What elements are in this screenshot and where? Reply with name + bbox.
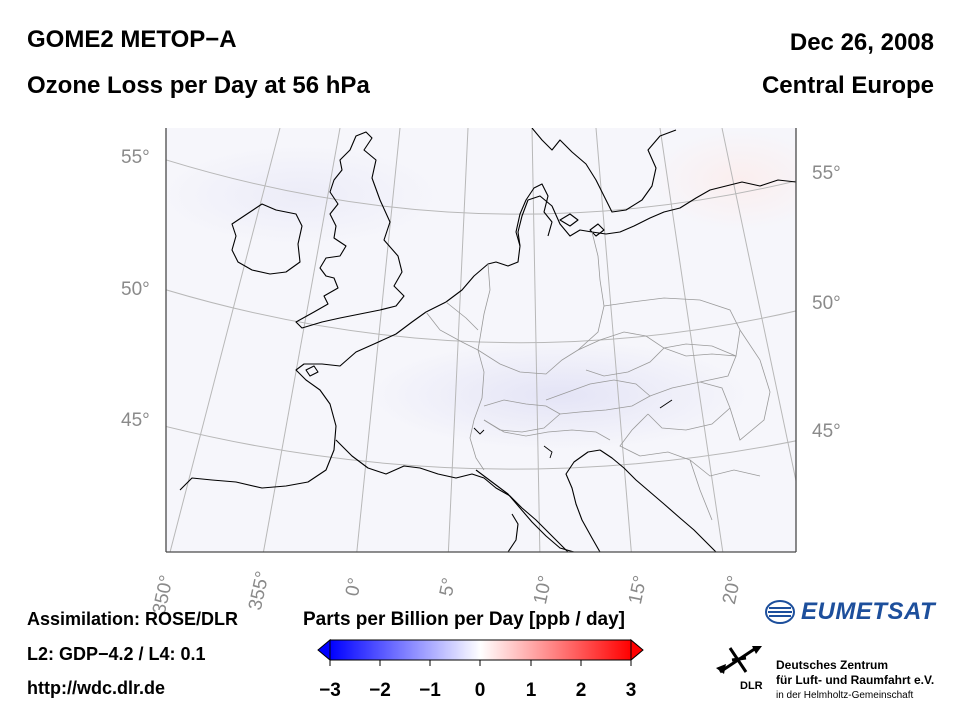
colorbar-tick-label: 1 — [525, 680, 537, 701]
colorbar-min-arrow — [317, 638, 331, 662]
map-field — [166, 128, 796, 552]
lon-line-5 — [447, 128, 469, 552]
lat-line-55 — [166, 159, 796, 215]
lat-label-left-45: 45° — [121, 410, 150, 431]
ozone-gain-area — [650, 130, 796, 230]
levels-label: L2: GDP−4.2 / L4: 0.1 — [27, 644, 206, 664]
eumetsat-swoosh-icon — [765, 600, 795, 624]
lon-line-355 — [262, 128, 341, 552]
lat-label-right-55: 55° — [812, 163, 841, 184]
colorbar-tick-label: 0 — [474, 680, 486, 701]
eumetsat-logo: EUMETSAT — [765, 598, 935, 626]
lat-label-left-50: 50° — [121, 279, 150, 300]
lat-label-left-55: 55° — [121, 147, 150, 168]
colorbar-tick-label: −2 — [369, 680, 391, 701]
lakes — [473, 399, 673, 459]
lon-line-20 — [659, 128, 724, 552]
lon-line-25 — [721, 128, 796, 484]
channel-islands — [305, 365, 319, 377]
scandinavia-coast — [531, 128, 677, 213]
lat-label-right-50: 50° — [812, 293, 841, 314]
border-poland — [603, 297, 741, 357]
border-italy — [483, 419, 611, 441]
lon-label-0: 0° — [342, 576, 367, 599]
dlr-line-1: Deutsches Zentrum — [776, 658, 889, 672]
lake-geneva — [473, 427, 485, 435]
great-britain-coast — [295, 131, 405, 329]
border-ukraine — [729, 329, 771, 441]
latitude-lines — [166, 159, 796, 470]
colorbar — [317, 638, 644, 666]
border-austria — [545, 379, 651, 415]
colorbar-gradient — [329, 639, 632, 661]
dlr-emblem-icon — [716, 646, 762, 674]
dlr-line-2: für Luft- und Raumfahrt e.V. — [776, 673, 935, 687]
adriatic-coast — [599, 449, 717, 552]
lon-label-5: 5° — [436, 576, 461, 599]
coastlines — [179, 128, 796, 552]
colorbar-tick-label: −1 — [419, 680, 441, 701]
lake-garda — [543, 445, 553, 459]
lake-balaton — [659, 399, 673, 409]
italy-coast — [475, 449, 601, 552]
region-label: Central Europe — [761, 72, 934, 99]
border-balkans — [619, 413, 761, 521]
border-slovakia — [663, 347, 737, 383]
colorbar-tick-marks — [329, 660, 632, 666]
dlr-abbreviation: DLR — [740, 680, 763, 692]
lon-line-15 — [595, 128, 632, 552]
colorbar-max-arrow — [630, 638, 644, 662]
date-label: Dec 26, 2008 — [789, 29, 934, 56]
baltic-islands — [559, 213, 605, 237]
denmark-coast — [515, 183, 553, 247]
dlr-wordmark: Deutsches Zentrum für Luft- und Raumfahr… — [776, 658, 934, 703]
border-germany — [477, 231, 605, 375]
longitude-lines — [169, 128, 796, 552]
border-france — [425, 311, 485, 471]
colorbar-tick-label: 3 — [625, 680, 637, 701]
border-benelux — [445, 301, 479, 331]
colorbar-title: Parts per Billion per Day [ppb / day] — [303, 609, 626, 630]
colorbar-tick-label: −3 — [319, 680, 341, 701]
assimilation-label: Assimilation: ROSE/DLR — [27, 609, 239, 629]
ireland-coast — [231, 203, 303, 275]
lon-line-0 — [356, 128, 401, 552]
lat-line-45 — [166, 425, 796, 470]
corsica-sardinia — [506, 513, 519, 552]
lat-label-right-45: 45° — [812, 421, 841, 442]
lon-line-350 — [169, 128, 281, 552]
instrument-title: GOME2 METOP−A — [27, 26, 237, 53]
map-frame — [165, 128, 797, 553]
url-link[interactable]: http://wdc.dlr.de — [27, 678, 165, 698]
dlr-line-3: in der Helmholtz-Gemeinschaft — [776, 690, 914, 701]
product-title: Ozone Loss per Day at 56 hPa — [27, 72, 370, 99]
ozone-loss-area-north — [166, 145, 440, 245]
lon-line-10 — [531, 128, 541, 552]
colorbar-tick-label: 2 — [575, 680, 587, 701]
continent-coast — [179, 179, 796, 491]
country-borders — [425, 231, 771, 521]
lat-line-50 — [166, 289, 796, 344]
mediterranean-coast — [335, 439, 569, 552]
eumetsat-wordmark: EUMETSAT — [801, 598, 936, 625]
